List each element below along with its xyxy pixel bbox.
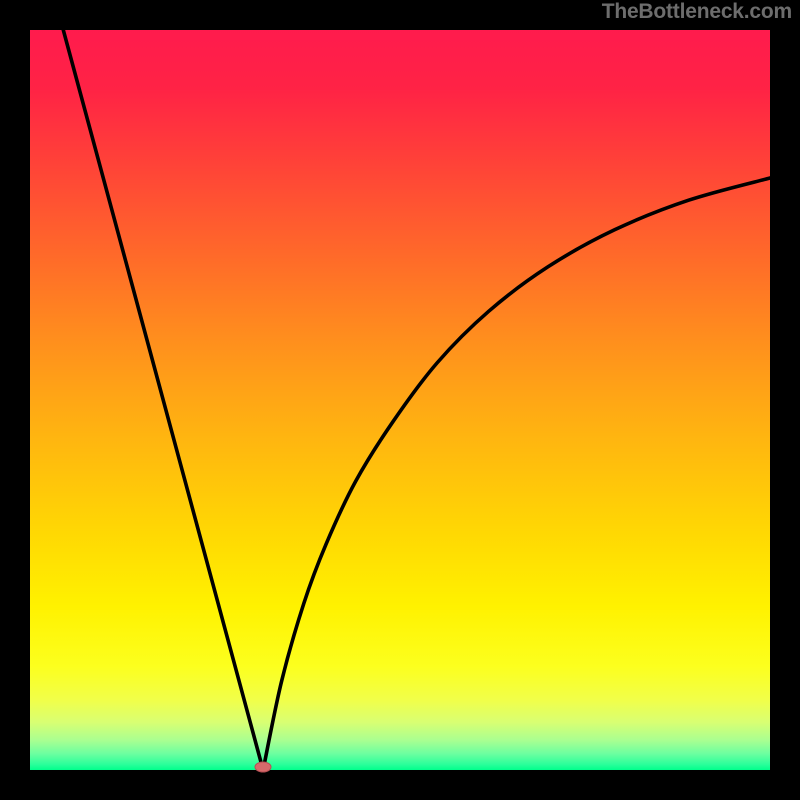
bottleneck-curve (30, 30, 770, 770)
plot-area (30, 30, 770, 770)
optimal-point-marker (253, 760, 273, 774)
chart-container: TheBottleneck.com (0, 0, 800, 800)
watermark-text: TheBottleneck.com (602, 0, 792, 24)
